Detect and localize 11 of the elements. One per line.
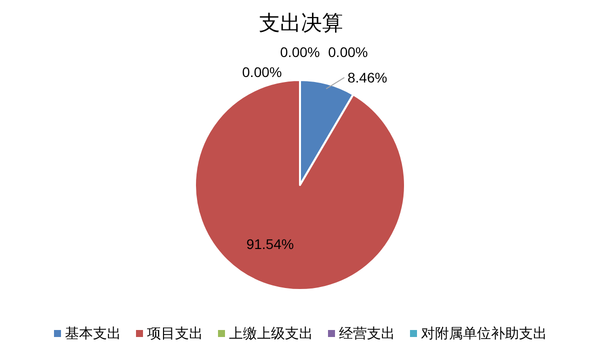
text: 0.00% [328,44,368,60]
legend-label: 基本支出 [65,325,121,341]
legend-label: 对附属单位补助支出 [421,325,547,341]
chart-title: 支出决算 [259,12,343,35]
data-label: 91.54% [246,236,294,252]
text: 0.00% [242,64,282,80]
legend-label: 经营支出 [339,325,395,341]
data-label: 8.46% [347,70,388,86]
legend-label: 上缴上级支出 [229,325,313,341]
legend-label: 项目支出 [147,325,203,341]
text: 0.00% [280,44,320,60]
